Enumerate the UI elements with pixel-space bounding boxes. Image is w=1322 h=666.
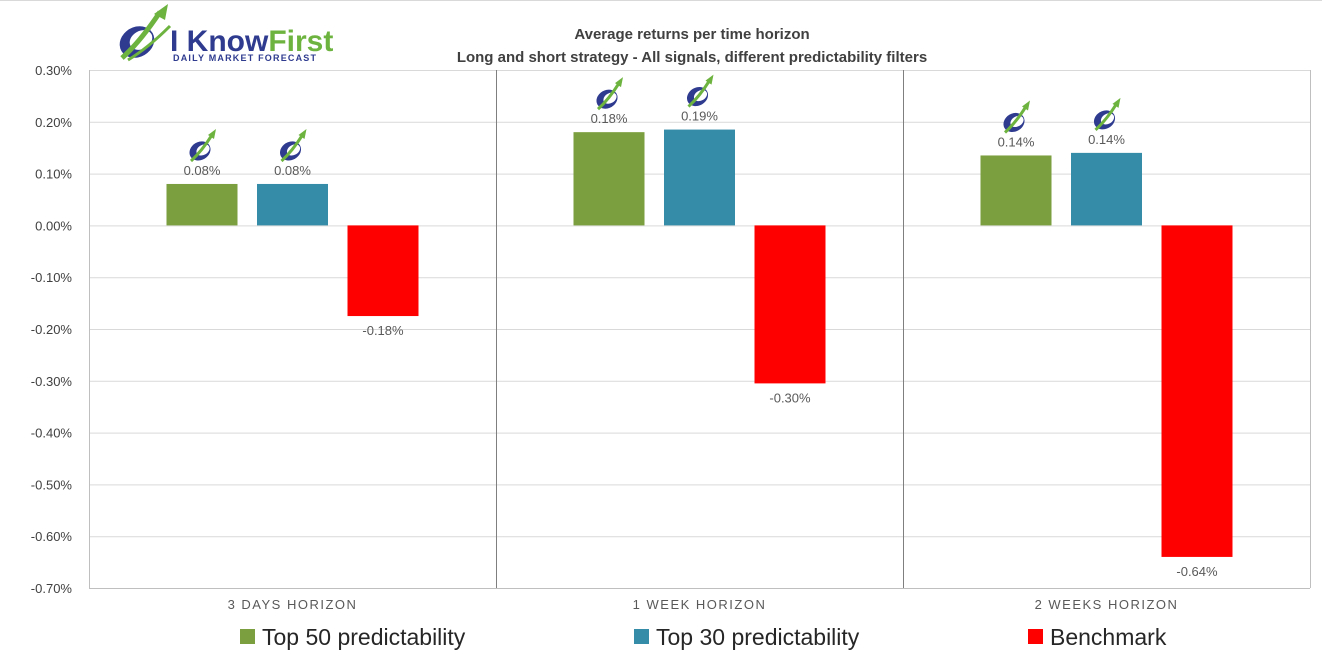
data-label: -0.18% (362, 323, 404, 338)
data-label: -0.64% (1176, 564, 1218, 579)
logo-tagline: Daily Market Forecast (173, 53, 317, 63)
plot-frame (89, 70, 1311, 589)
bar (754, 225, 826, 384)
brand-logo: I KnowFirst Daily Market Forecast (119, 4, 333, 63)
bar (1071, 152, 1142, 226)
x-axis-ticks: 3 DAYS HORIZON 1 WEEK HORIZON 2 WEEKS HORI… (228, 597, 1179, 612)
y-tick-label: 0.10% (35, 167, 72, 182)
legend-swatch (240, 629, 255, 644)
y-tick-label: -0.60% (31, 529, 73, 544)
legend: Top 50 predictability Top 30 predictabili… (240, 624, 1167, 650)
y-tick-label: -0.20% (31, 322, 73, 337)
y-tick-label: 0.30% (35, 63, 72, 78)
y-tick-label: -0.30% (31, 374, 73, 389)
data-label: -0.30% (769, 390, 811, 405)
bar (166, 183, 238, 226)
chart-title: Average returns per time horizon (574, 26, 809, 43)
legend-label: Benchmark (1050, 624, 1167, 650)
x-tick-label: 2 WEEKS HORIZON (1035, 597, 1179, 612)
y-tick-label: -0.40% (31, 426, 73, 441)
logo-marker-icon (596, 77, 623, 111)
logo-marker-icon (279, 128, 307, 163)
bar (664, 129, 735, 226)
chart-subtitle: Long and short strategy - All signals, d… (457, 49, 927, 66)
y-tick-label: 0.20% (35, 115, 72, 130)
bar (347, 225, 419, 317)
data-labels: 0.08% 0.08% -0.18% 0.18% 0.19% -0.30% 0.14% 0.1… (184, 109, 1218, 579)
data-label: 0.14% (1088, 132, 1125, 147)
logo-swoosh-icon (119, 4, 172, 62)
svg-text:I KnowFirst: I KnowFirst (170, 25, 333, 58)
y-tick-label: 0.00% (35, 218, 72, 233)
legend-swatch (1028, 629, 1043, 644)
logo-marker-icon (1093, 97, 1121, 131)
bar (257, 183, 328, 226)
logo-word-first: First (268, 25, 333, 58)
bar (980, 155, 1052, 226)
data-label: 0.19% (681, 109, 718, 124)
legend-entry: Top 30 predictability (634, 624, 860, 650)
y-axis-ticks: 0.30% 0.20% 0.10% 0.00% -0.10% -0.20% -0.30% -0… (31, 63, 73, 596)
legend-entry: Benchmark (1028, 624, 1167, 650)
logo-word-iknow: I Know (170, 25, 269, 58)
data-label: 0.08% (274, 163, 311, 178)
data-label: 0.18% (591, 111, 628, 126)
y-tick-label: -0.50% (31, 477, 73, 492)
x-tick-label: 3 DAYS HORIZON (228, 597, 358, 612)
bar-logo-markers (189, 74, 1121, 163)
logo-marker-icon (686, 74, 714, 108)
logo-marker-icon (189, 128, 216, 163)
legend-entry: Top 50 predictability (240, 624, 466, 650)
y-tick-label: -0.10% (31, 270, 73, 285)
legend-swatch (634, 629, 649, 644)
data-label: 0.14% (998, 134, 1035, 149)
logo-marker-icon (1003, 100, 1030, 134)
legend-label: Top 30 predictability (656, 624, 860, 650)
legend-label: Top 50 predictability (262, 624, 466, 650)
bars (166, 129, 1233, 557)
bar (573, 132, 645, 226)
x-tick-label: 1 WEEK HORIZON (633, 597, 767, 612)
bar (1161, 225, 1233, 557)
data-label: 0.08% (184, 163, 221, 178)
y-tick-label: -0.70% (31, 581, 73, 596)
